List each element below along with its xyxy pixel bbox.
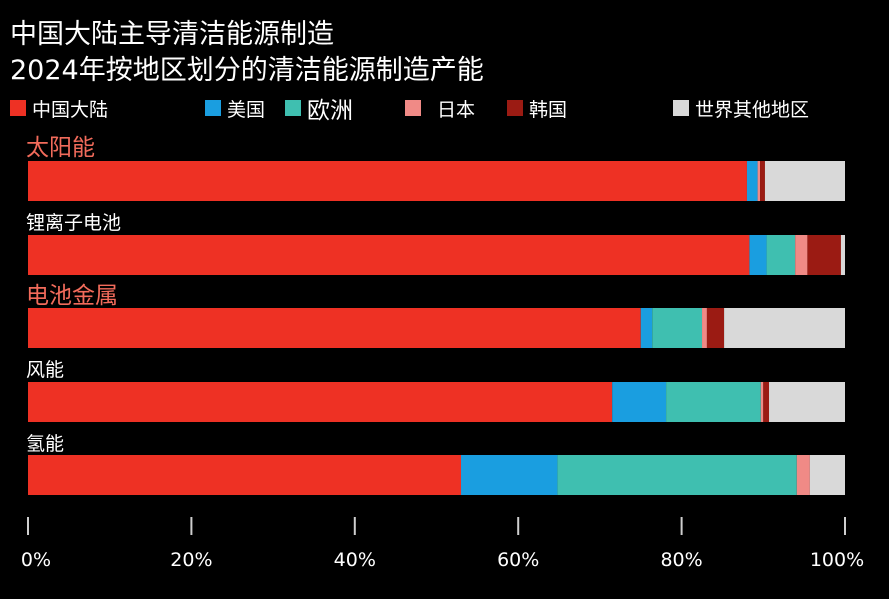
legend-swatch-japan [405,100,421,116]
legend-item-usa: 美国 [205,96,266,121]
bar-segment-4-3 [796,455,810,495]
bar-segment-3-4 [763,382,770,422]
legend-item-rest-of-world: 世界其他地区 [673,96,810,121]
legend-swatch-usa [205,100,221,116]
bar-segment-0-4 [760,161,765,201]
x-tick-label-1: 20% [170,549,212,571]
legend-label-china: 中国大陆 [32,98,109,121]
bar-segment-4-5 [809,455,845,495]
bar-segment-4-2 [557,455,797,495]
bar-segment-3-0 [28,382,613,422]
bar-segment-3-3 [760,382,764,422]
legend-swatch-korea [507,100,523,116]
bar-segment-3-5 [769,382,845,422]
legend-item-korea: 韩国 [507,96,568,121]
bar-segment-1-5 [840,235,845,275]
legend-item-china: 中国大陆 [10,96,109,121]
bar-segment-1-3 [795,235,808,275]
x-tick-label-2: 40% [334,549,376,571]
legend-label-japan: 日本 [437,98,476,121]
category-label-3: 风能 [26,359,64,381]
x-tick-label-3: 60% [497,549,539,571]
bar-segment-1-0 [28,235,750,275]
bar-segment-0-1 [746,161,758,201]
x-tick-label-0: 0% [21,549,51,571]
bar-segment-0-5 [764,161,845,201]
bar-segment-3-2 [666,382,761,422]
x-tick-label-5: 100% [810,549,864,571]
bar-segment-1-2 [766,235,796,275]
category-label-1: 锂离子电池 [26,212,121,234]
legend-label-europe: 欧洲 [307,98,353,124]
legend-label-korea: 韩国 [529,98,568,121]
bar-segment-3-1 [612,382,667,422]
bar-segment-4-0 [28,455,462,495]
bar-segment-2-0 [28,308,641,348]
chart-subtitle: 2024年按地区划分的清洁能源制造产能 [10,55,484,86]
category-label-4: 氢能 [26,433,64,455]
bar-segment-0-3 [757,161,761,201]
legend-label-rest-of-world: 世界其他地区 [695,98,810,121]
legend-item-japan: 日本 [405,96,476,121]
bar-segment-2-4 [706,308,725,348]
chart-title: 中国大陆主导清洁能源制造 [10,19,334,50]
category-label-2: 电池金属 [26,283,118,309]
bar-segment-2-2 [652,308,703,348]
legend-swatch-china [10,100,26,116]
legend-item-europe: 欧洲 [285,96,353,124]
x-tick-label-4: 80% [660,549,702,571]
bar-segment-2-3 [702,308,707,348]
bar-segment-2-5 [724,308,845,348]
bar-segment-2-1 [640,308,653,348]
bar-segment-0-0 [28,161,747,201]
bar-segment-4-1 [461,455,558,495]
category-label-0: 太阳能 [26,135,95,161]
bar-segment-1-4 [807,235,841,275]
legend-swatch-rest-of-world [673,100,689,116]
bar-segment-1-1 [749,235,767,275]
legend-swatch-europe [285,100,301,116]
legend-label-usa: 美国 [227,98,266,121]
